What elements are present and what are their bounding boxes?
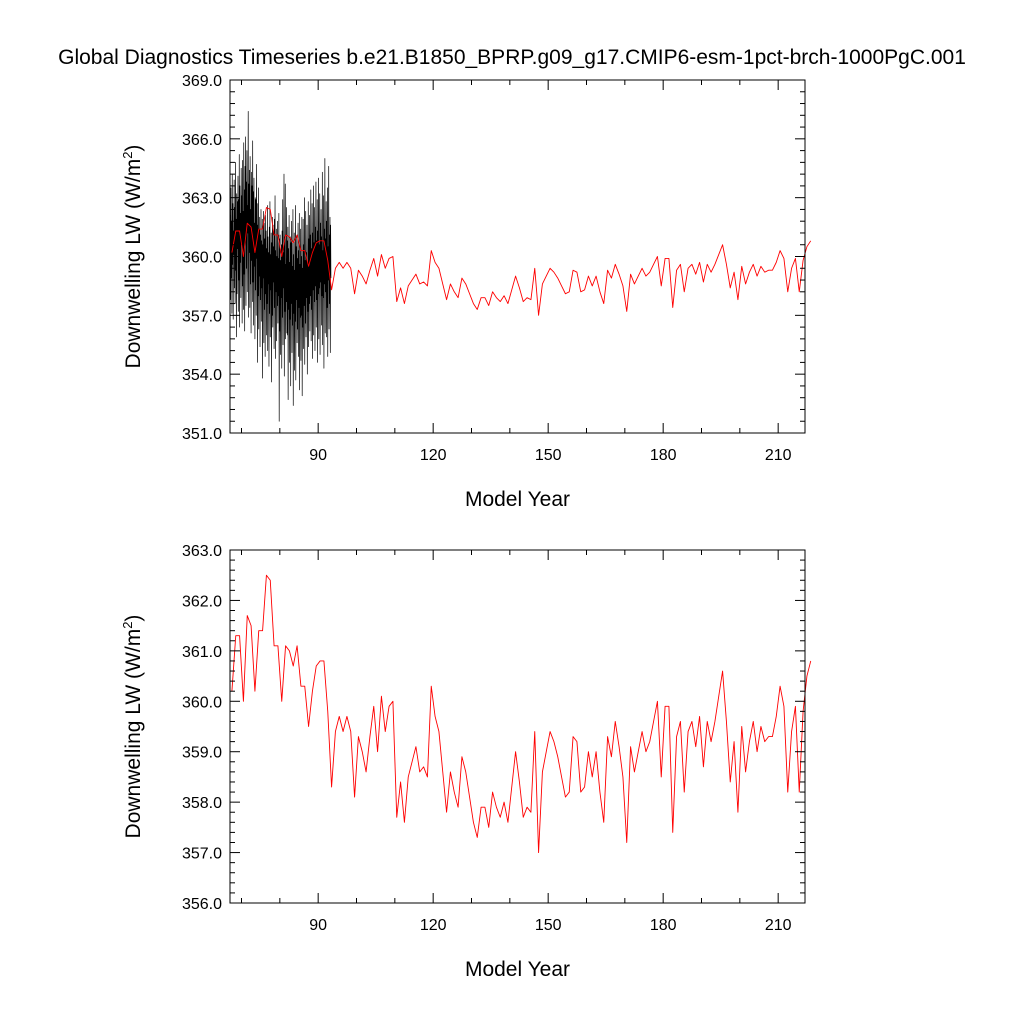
plot2-series-annual-mean <box>231 574 812 854</box>
plot1-y-tick-label: 360.0 <box>182 250 222 267</box>
plot1-series-annual-mean <box>231 207 812 316</box>
plot2-y-tick-label: 363.0 <box>182 543 222 560</box>
plot1-y-tick-label: 357.0 <box>182 308 222 325</box>
plot2-x-tick-label: 180 <box>650 917 677 934</box>
plot2-x-tick-label: 150 <box>535 917 562 934</box>
plot2-y-tick-label: 358.0 <box>182 795 222 812</box>
plot2-x-tick-label: 120 <box>420 917 447 934</box>
plot1-x-tick-label: 150 <box>535 447 562 464</box>
plot2-x-axis-label: Model Year <box>465 958 570 981</box>
plot1-y-tick-label: 363.0 <box>182 191 222 208</box>
plot1-y-axis-label: Downwelling LW (W/m2) <box>120 145 145 369</box>
plot2-y-tick-label: 362.0 <box>182 593 222 610</box>
plot1-x-axis-label: Model Year <box>465 488 570 511</box>
plot2-y-axis-label: Downwelling LW (W/m2) <box>120 615 145 839</box>
plot1-series-monthly-raw <box>229 111 332 422</box>
figure-title: Global Diagnostics Timeseries b.e21.B185… <box>58 46 966 69</box>
plot2-axes-frame <box>229 549 806 904</box>
plot1-x-tick-label: 90 <box>309 447 327 464</box>
plot1-x-tick-label: 210 <box>765 447 792 464</box>
plot1-x-tick-label: 120 <box>420 447 447 464</box>
plot2-y-tick-label: 361.0 <box>182 644 222 661</box>
plot2-x-tick-label: 90 <box>309 917 327 934</box>
plot1-y-tick-label: 351.0 <box>182 426 222 443</box>
plot1-y-tick-label: 354.0 <box>182 367 222 384</box>
plot2-y-tick-label: 356.0 <box>182 896 222 913</box>
plot1-x-tick-label: 180 <box>650 447 677 464</box>
plot2-y-tick-label: 357.0 <box>182 846 222 863</box>
plot1-y-tick-label: 366.0 <box>182 132 222 149</box>
plot2-x-tick-label: 210 <box>765 917 792 934</box>
plot2-y-tick-label: 359.0 <box>182 745 222 762</box>
plot1-y-tick-label: 369.0 <box>182 73 222 90</box>
plot2-y-tick-label: 360.0 <box>182 694 222 711</box>
